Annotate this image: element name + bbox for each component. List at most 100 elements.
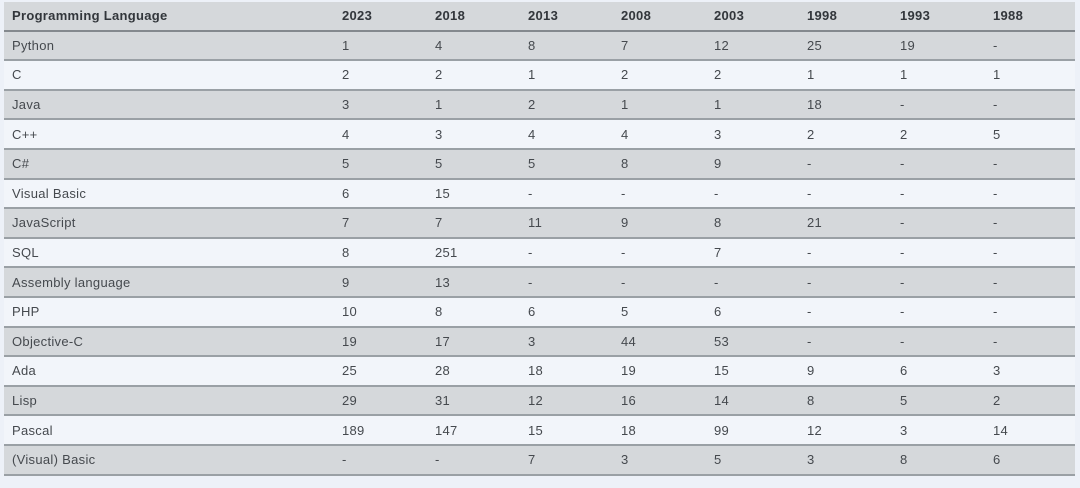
rank-cell: - [982,326,1075,358]
rank-cell: - [889,89,982,121]
rank-cell: 5 [889,385,982,417]
rank-cell: - [796,178,889,210]
rank-cell: 3 [703,119,796,150]
rank-cell: 8 [796,385,889,417]
rank-cell: 7 [517,444,610,476]
rank-cell: 12 [517,385,610,417]
rank-cell: 1 [517,60,610,91]
column-header-year: 2023 [331,2,424,32]
rank-cell: 9 [796,356,889,387]
rank-cell: 2 [703,60,796,91]
rank-cell: - [796,326,889,358]
rank-cell: - [982,178,1075,210]
rank-cell: 7 [703,237,796,269]
rank-cell: - [796,148,889,180]
rank-cell: 8 [610,148,703,180]
rank-cell: 28 [424,356,517,387]
rank-cell: 25 [331,356,424,387]
rank-cell: - [331,444,424,476]
rank-cell: - [982,267,1075,298]
language-cell: Python [4,30,331,62]
table-row: C# 5 5 5 8 9- - - [4,148,1075,180]
rank-cell: - [610,267,703,298]
rank-cell: - [982,296,1075,328]
table-row: Visual Basic 6 15- - - - - - [4,178,1075,210]
language-cell: C [4,60,331,91]
rank-cell: 2 [982,385,1075,417]
rank-cell: 29 [331,385,424,417]
rank-cell: 2 [610,60,703,91]
rankings-table-container: Programming Language 2023 2018 2013 2008 2003… [4,2,1075,476]
rank-cell: - [982,237,1075,269]
rank-cell: 2 [517,89,610,121]
rank-cell: 17 [424,326,517,358]
rank-cell: - [703,178,796,210]
language-cell: Java [4,89,331,121]
table-row: C++ 4 3 4 4 3 2 2 5 [4,119,1075,150]
rank-cell: - [889,267,982,298]
language-cell: Ada [4,356,331,387]
rank-cell: - [982,30,1075,62]
rank-cell: - [982,89,1075,121]
rank-cell: 189 [331,415,424,446]
rank-cell: 6 [982,444,1075,476]
language-cell: C# [4,148,331,180]
rank-cell: 3 [610,444,703,476]
rank-cell: 147 [424,415,517,446]
rank-cell: 3 [889,415,982,446]
rank-cell: 6 [889,356,982,387]
column-header-year: 2018 [424,2,517,32]
rank-cell: 1 [796,60,889,91]
rank-cell: 16 [610,385,703,417]
rank-cell: 8 [703,208,796,239]
column-header-year: 1998 [796,2,889,32]
rank-cell: - [889,326,982,358]
rank-cell: 8 [424,296,517,328]
rank-cell: 1 [331,30,424,62]
rank-cell: 251 [424,237,517,269]
rank-cell: 15 [703,356,796,387]
rank-cell: 6 [331,178,424,210]
rank-cell: 3 [331,89,424,121]
rank-cell: - [796,267,889,298]
rank-cell: - [889,208,982,239]
rank-cell: 5 [424,148,517,180]
language-cell: Visual Basic [4,178,331,210]
rank-cell: 14 [703,385,796,417]
rank-cell: 8 [517,30,610,62]
rank-cell: 7 [610,30,703,62]
rank-cell: - [982,208,1075,239]
rank-cell: - [889,148,982,180]
rank-cell: - [889,178,982,210]
rank-cell: - [703,267,796,298]
rank-cell: 53 [703,326,796,358]
table-row: Pascal 189 147 15 18 99 12 3 14 [4,415,1075,446]
rank-cell: 18 [610,415,703,446]
table-row: JavaScript 7 7 11 9 8 21- - [4,208,1075,239]
rank-cell: 9 [331,267,424,298]
rank-cell: 8 [889,444,982,476]
rank-cell: - [424,444,517,476]
table-body: Python 1 4 8 7 12 25 19- C 2 2 1 2 2 1 1 1 Java 3 1 2 1 1 18- - C… [4,30,1075,476]
rank-cell: 4 [331,119,424,150]
rank-cell: 1 [424,89,517,121]
language-cell: Objective-C [4,326,331,358]
rank-cell: 4 [610,119,703,150]
column-header-year: 2013 [517,2,610,32]
rank-cell: 12 [703,30,796,62]
rank-cell: - [889,296,982,328]
table-row: Java 3 1 2 1 1 18- - [4,89,1075,121]
rank-cell: 3 [424,119,517,150]
table-row: (Visual) Basic - -7 3 5 3 8 6 [4,444,1075,476]
rank-cell: 3 [796,444,889,476]
rank-cell: 7 [424,208,517,239]
table-row: Assembly language 9 13- - - - - - [4,267,1075,298]
column-header-year: 1993 [889,2,982,32]
rank-cell: 6 [517,296,610,328]
language-cell: Assembly language [4,267,331,298]
table-row: Lisp 29 31 12 16 14 8 5 2 [4,385,1075,417]
rank-cell: 4 [517,119,610,150]
rank-cell: 19 [889,30,982,62]
rank-cell: 10 [331,296,424,328]
